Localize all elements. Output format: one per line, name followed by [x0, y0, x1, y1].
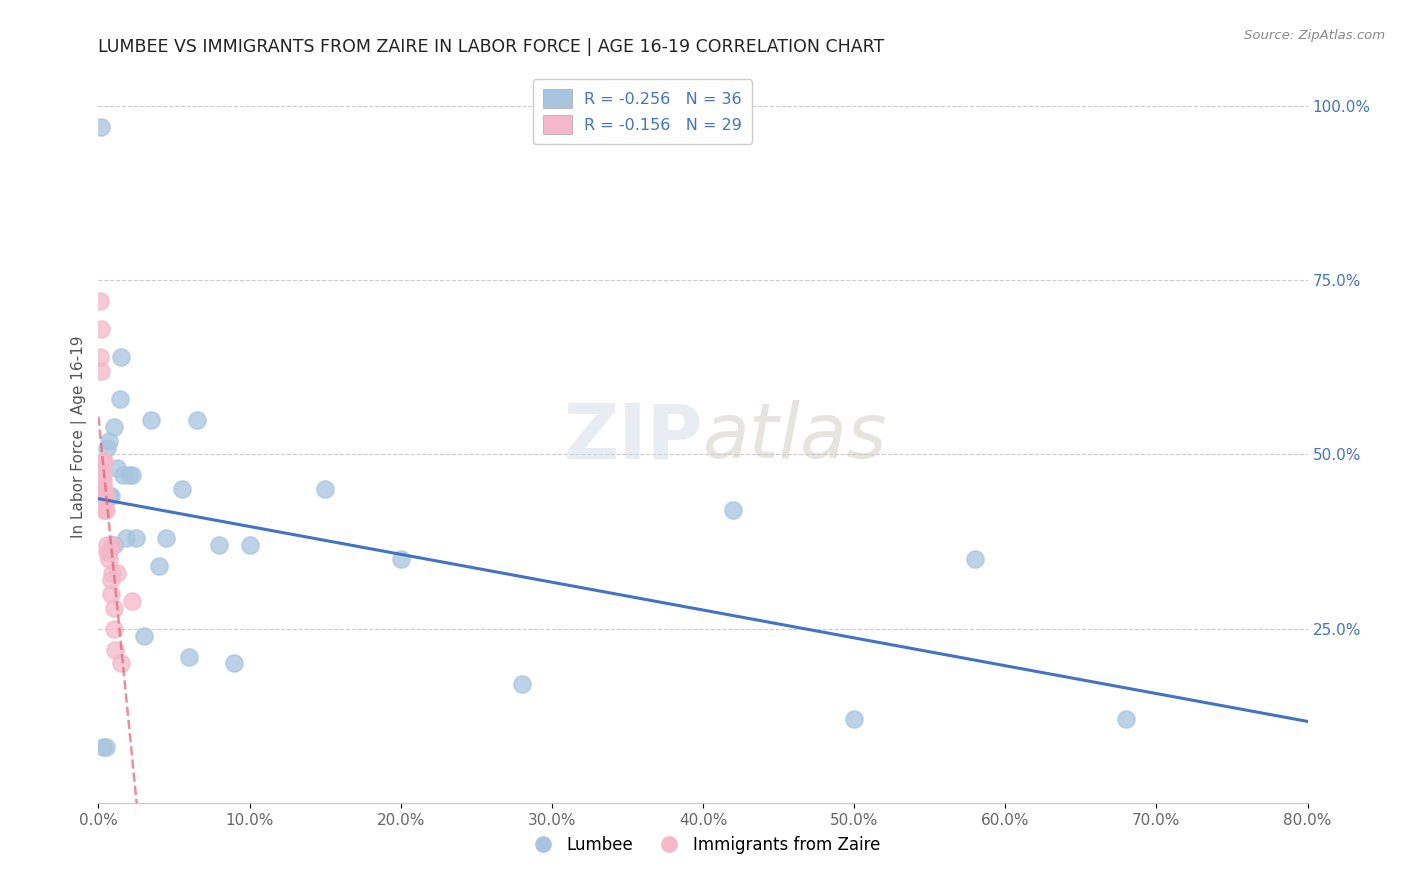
Point	[101, 566, 124, 580]
Point	[93, 454, 115, 468]
Point	[94, 489, 117, 503]
Legend: Lumbee, Immigrants from Zaire: Lumbee, Immigrants from Zaire	[519, 829, 887, 860]
Point	[208, 538, 231, 552]
Point	[90, 120, 112, 134]
Point	[132, 629, 155, 643]
Point	[155, 531, 177, 545]
Point	[93, 489, 115, 503]
Point	[104, 642, 127, 657]
Point	[118, 468, 141, 483]
Point	[111, 468, 134, 483]
Point	[121, 468, 143, 483]
Point	[91, 740, 114, 755]
Point	[91, 454, 114, 468]
Point	[103, 419, 125, 434]
Point	[1115, 712, 1137, 726]
Point	[121, 594, 143, 608]
Point	[96, 441, 118, 455]
Point	[723, 503, 745, 517]
Point	[389, 552, 412, 566]
Text: ZIP: ZIP	[564, 401, 703, 474]
Point	[94, 503, 117, 517]
Point	[98, 545, 121, 559]
Point	[103, 538, 125, 552]
Point	[94, 489, 117, 503]
Point	[103, 600, 125, 615]
Point	[844, 712, 866, 726]
Point	[98, 489, 121, 503]
Point	[89, 350, 111, 364]
Point	[239, 538, 262, 552]
Point	[94, 740, 117, 755]
Point	[101, 538, 124, 552]
Point	[510, 677, 533, 691]
Point	[114, 531, 136, 545]
Point	[90, 461, 112, 475]
Point	[148, 558, 170, 573]
Point	[90, 364, 112, 378]
Text: Source: ZipAtlas.com: Source: ZipAtlas.com	[1244, 29, 1385, 42]
Point	[179, 649, 201, 664]
Point	[141, 412, 163, 426]
Point	[100, 489, 122, 503]
Point	[96, 545, 118, 559]
Point	[186, 412, 208, 426]
Text: atlas: atlas	[703, 401, 887, 474]
Point	[125, 531, 148, 545]
Point	[90, 322, 112, 336]
Point	[98, 434, 121, 448]
Y-axis label: In Labor Force | Age 16-19: In Labor Force | Age 16-19	[72, 335, 87, 539]
Point	[105, 566, 128, 580]
Point	[101, 538, 124, 552]
Point	[314, 483, 336, 497]
Point	[93, 483, 115, 497]
Point	[105, 461, 128, 475]
Point	[108, 392, 131, 406]
Point	[170, 483, 193, 497]
Point	[224, 657, 246, 671]
Point	[96, 538, 118, 552]
Point	[110, 657, 132, 671]
Point	[91, 475, 114, 490]
Point	[100, 587, 122, 601]
Point	[965, 552, 987, 566]
Point	[100, 573, 122, 587]
Point	[98, 552, 121, 566]
Point	[103, 622, 125, 636]
Point	[93, 503, 115, 517]
Point	[89, 294, 111, 309]
Point	[110, 350, 132, 364]
Point	[91, 483, 114, 497]
Text: LUMBEE VS IMMIGRANTS FROM ZAIRE IN LABOR FORCE | AGE 16-19 CORRELATION CHART: LUMBEE VS IMMIGRANTS FROM ZAIRE IN LABOR…	[98, 38, 884, 56]
Point	[91, 468, 114, 483]
